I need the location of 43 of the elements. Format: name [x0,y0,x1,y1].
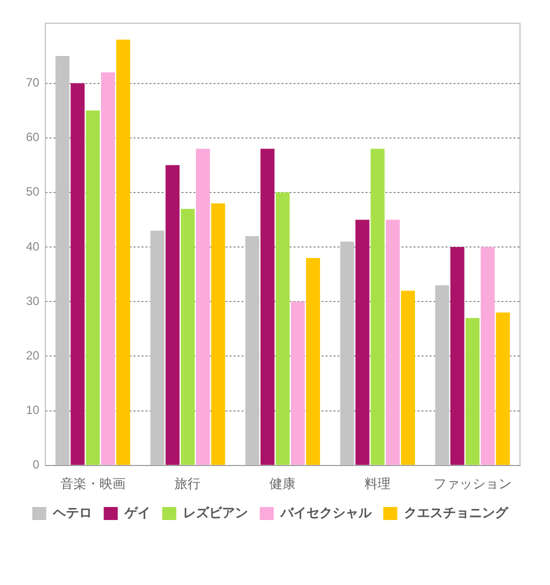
x-tick-label: 旅行 [174,476,201,491]
bar [55,56,70,465]
bar [370,148,385,465]
y-tick-label: 70 [26,76,40,90]
legend-label: ゲイ [123,505,150,520]
bar [400,290,415,465]
legend-label: レズビアン [182,505,248,520]
legend-label: バイセクシャル [279,505,372,520]
bar [180,208,195,465]
y-tick-label: 0 [32,458,40,472]
y-tick-label: 20 [26,348,40,363]
bar [276,192,290,465]
bar [116,40,130,465]
bar [260,148,274,465]
y-tick-label: 40 [26,239,40,254]
legend-label: クエスチョニング [404,505,509,520]
bar [480,247,495,465]
bar [496,312,510,465]
bar [386,220,400,465]
y-tick-label: 10 [26,403,40,418]
bar [101,72,115,465]
bar [166,165,180,465]
bar [435,285,450,465]
bar [340,242,354,465]
bar [306,258,320,465]
y-tick-label: 60 [26,130,40,144]
bar [196,148,210,465]
x-tick-label: 音楽・映画 [60,476,126,491]
x-tick-label: 健康 [270,476,296,491]
bar [466,318,480,465]
bar [70,83,85,465]
bar [86,110,100,465]
x-tick-label: 料理 [364,476,391,491]
legend-label: ヘテロ [52,505,92,520]
bar [150,230,164,465]
bar [211,203,226,465]
x-tick-label: ファッション [434,476,512,491]
y-tick-label: 50 [26,184,40,199]
bar [290,302,305,465]
y-tick-label: 30 [26,294,40,308]
bar [245,236,260,465]
bar [450,247,464,465]
bar [355,220,370,465]
